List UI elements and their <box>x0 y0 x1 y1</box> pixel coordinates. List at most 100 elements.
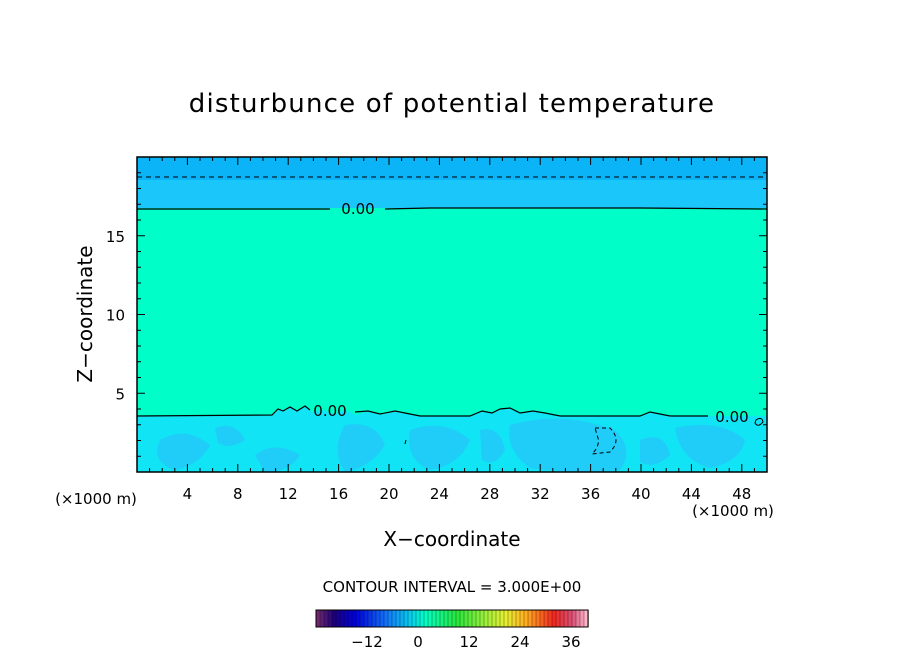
colorbar-cell <box>535 609 541 628</box>
colorbar-cell <box>543 609 549 628</box>
colorbar-cell <box>519 609 525 628</box>
colorbar-cell <box>343 609 349 628</box>
y-tick-label: 15 <box>106 228 125 246</box>
colorbar-cell <box>491 609 497 628</box>
middle-band <box>137 208 767 416</box>
colorbar-cell <box>423 609 429 628</box>
colorbar-cell <box>319 609 325 628</box>
colorbar-cell <box>327 609 333 628</box>
negative-contour-tiny <box>404 439 407 445</box>
contour-label: 0.00 <box>313 402 346 420</box>
colorbar-cell <box>355 609 361 628</box>
colorbar-cell <box>523 609 529 628</box>
colorbar-cell <box>499 609 505 628</box>
x-tick-label: 44 <box>682 485 701 503</box>
colorbar-cell <box>475 609 481 628</box>
colorbar-cell <box>559 609 565 628</box>
x-tick-label: 16 <box>329 485 348 503</box>
y-ticks: 5 10 15 <box>106 172 767 457</box>
colorbar-tick-label: 24 <box>510 633 529 651</box>
upper-band-light <box>137 180 767 209</box>
x-tick-label: 48 <box>732 485 751 503</box>
colorbar-cell <box>427 609 433 628</box>
colorbar-ticks: −12 0 12 24 36 <box>351 633 580 651</box>
x-ticks: 4 8 12 16 20 24 28 32 36 40 44 48 <box>149 157 755 503</box>
colorbar-cell <box>387 609 393 628</box>
colorbar-cell <box>567 609 573 628</box>
colorbar-cell <box>467 609 473 628</box>
colorbar-cell <box>463 609 469 628</box>
colorbar-cell <box>575 609 581 628</box>
colorbar-cell <box>531 609 537 628</box>
colorbar-cell <box>371 609 377 628</box>
plot-area <box>137 157 767 472</box>
colorbar-cell <box>407 609 413 628</box>
x-tick-label: 24 <box>430 485 449 503</box>
colorbar-cell <box>551 609 557 628</box>
colorbar-cell <box>435 609 441 628</box>
colorbar-cell <box>487 609 493 628</box>
colorbar-cell <box>347 609 353 628</box>
colorbar-cell <box>563 609 569 628</box>
colorbar-cell <box>403 609 409 628</box>
colorbar-cell <box>411 609 417 628</box>
y-tick-label: 10 <box>106 307 125 325</box>
lower-band-patches <box>157 418 745 472</box>
colorbar-cell <box>399 609 405 628</box>
colorbar-cell <box>443 609 449 628</box>
colorbar-tick-label: 36 <box>561 633 580 651</box>
colorbar-cell <box>447 609 453 628</box>
colorbar-cell <box>527 609 533 628</box>
colorbar-cell <box>419 609 425 628</box>
contour-label: 0.00 <box>341 200 374 218</box>
colorbar-cell <box>503 609 509 628</box>
colorbar-cell <box>415 609 421 628</box>
chart-title: disturbunce of potential temperature <box>189 89 716 119</box>
contour-label: 0.00 <box>715 408 748 426</box>
y-axis-label: Z−coordinate <box>73 245 97 382</box>
colorbar-cell <box>383 609 389 628</box>
colorbar-cell <box>459 609 465 628</box>
colorbar-cell <box>339 609 345 628</box>
contour-interval: CONTOUR INTERVAL = 3.000E+00 <box>323 578 582 596</box>
colorbar-cell <box>391 609 397 628</box>
colorbar-tick-label: 0 <box>413 633 423 651</box>
colorbar-cell <box>395 609 401 628</box>
colorbar-frame <box>315 609 589 628</box>
colorbar-cell <box>367 609 373 628</box>
colorbar-cell <box>439 609 445 628</box>
x-tick-label: 40 <box>631 485 650 503</box>
zero-contour-lower <box>137 405 708 417</box>
x-tick-label: 32 <box>531 485 550 503</box>
colorbar-cell <box>495 609 501 628</box>
colorbar-cell <box>351 609 357 628</box>
x-tick-label: 8 <box>233 485 243 503</box>
colorbar-tick-label: −12 <box>351 633 383 651</box>
colorbar <box>315 609 589 628</box>
colorbar-cell <box>375 609 381 628</box>
x-tick-label: 28 <box>480 485 499 503</box>
colorbar-cell <box>579 609 585 628</box>
x-tick-label: 12 <box>279 485 298 503</box>
colorbar-cell <box>359 609 365 628</box>
x-tick-label: 20 <box>379 485 398 503</box>
colorbar-cell <box>323 609 329 628</box>
x-unit-left: (×1000 m) <box>55 490 137 508</box>
colorbar-cell <box>571 609 577 628</box>
colorbar-cell <box>331 609 337 628</box>
zero-contour-small-loop <box>754 417 764 426</box>
colorbar-cell <box>315 609 321 628</box>
colorbar-cell <box>479 609 485 628</box>
zero-contour-upper <box>137 207 767 210</box>
colorbar-cell <box>547 609 553 628</box>
colorbar-tick-label: 12 <box>459 633 478 651</box>
x-axis-label: X−coordinate <box>383 527 520 551</box>
colorbar-cell <box>539 609 545 628</box>
colorbar-cell <box>515 609 521 628</box>
colorbar-cell <box>455 609 461 628</box>
colorbar-cell <box>335 609 341 628</box>
negative-contour-loop <box>590 427 617 455</box>
colorbar-cell <box>451 609 457 628</box>
colorbar-cell <box>363 609 369 628</box>
